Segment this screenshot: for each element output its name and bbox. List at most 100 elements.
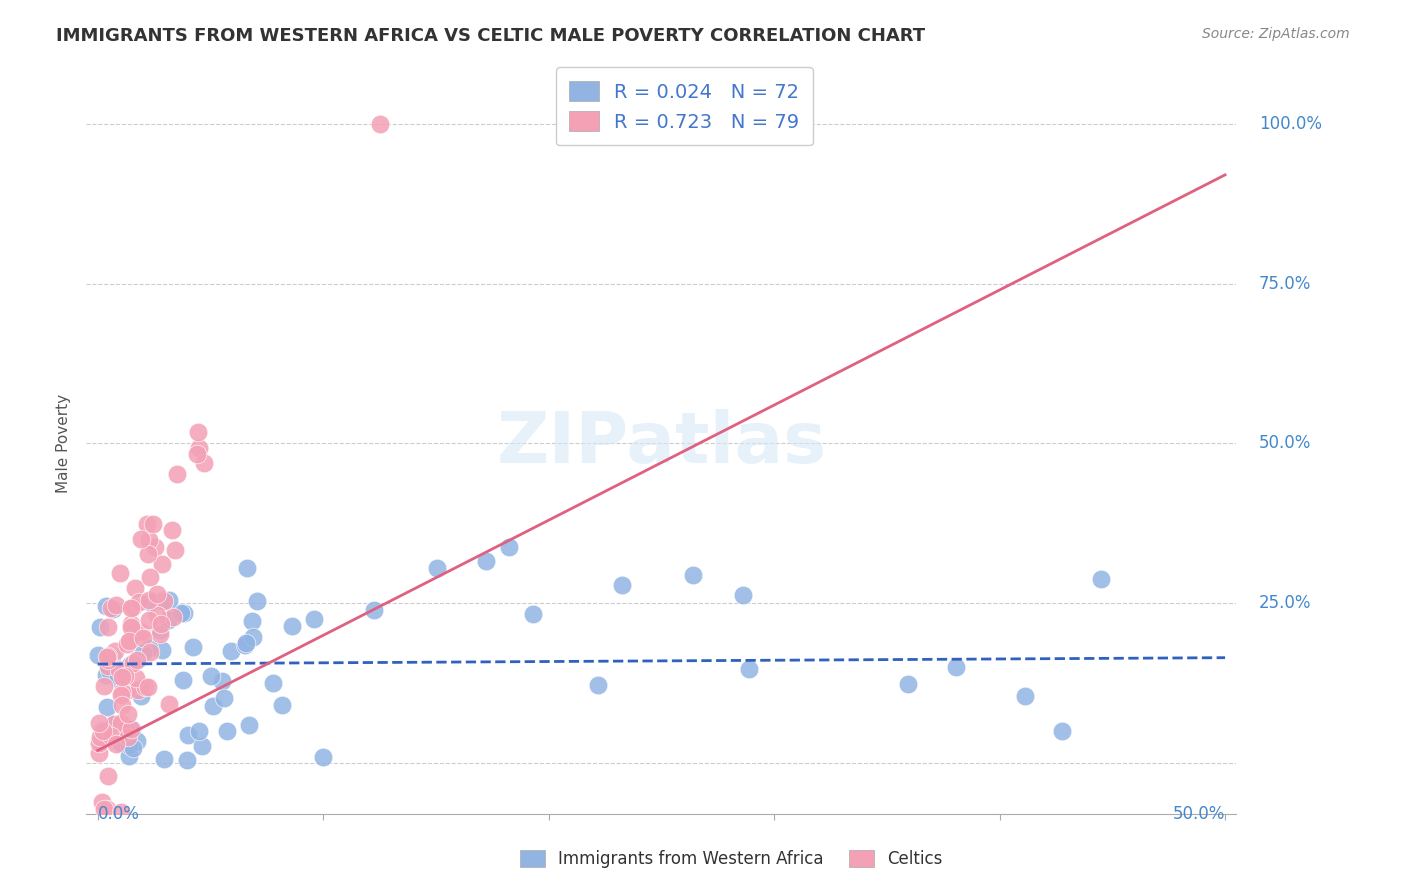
Point xyxy=(97,664,120,678)
Point xyxy=(176,753,198,767)
Point xyxy=(142,516,165,531)
Point xyxy=(139,595,162,609)
Point xyxy=(160,524,183,538)
Point xyxy=(131,646,153,660)
Point xyxy=(122,625,145,640)
Point xyxy=(110,688,132,702)
Point xyxy=(139,645,162,659)
Point xyxy=(152,593,174,607)
Point xyxy=(120,620,142,634)
Point xyxy=(96,802,118,816)
Point xyxy=(138,593,160,607)
Point xyxy=(1014,689,1036,703)
Point xyxy=(96,699,118,714)
Point xyxy=(731,588,754,602)
Point xyxy=(91,795,114,809)
Point xyxy=(187,442,209,456)
Point xyxy=(125,734,148,748)
Point xyxy=(121,723,143,737)
Point xyxy=(193,456,215,470)
Point xyxy=(586,678,609,692)
Point xyxy=(131,632,153,646)
Point xyxy=(136,680,159,694)
Point xyxy=(108,566,131,580)
Point xyxy=(93,723,115,738)
Point xyxy=(121,616,143,631)
Point xyxy=(117,633,139,648)
Point xyxy=(136,547,159,561)
Point xyxy=(240,614,263,628)
Point xyxy=(172,673,194,687)
Point xyxy=(114,722,136,736)
Point xyxy=(122,599,145,614)
Point xyxy=(426,561,449,575)
Point xyxy=(124,581,146,595)
Text: Source: ZipAtlas.com: Source: ZipAtlas.com xyxy=(1202,27,1350,41)
Point xyxy=(110,805,132,819)
Point xyxy=(100,600,122,615)
Point xyxy=(120,600,142,615)
Point xyxy=(103,717,125,731)
Point xyxy=(281,619,304,633)
Point xyxy=(105,737,128,751)
Point xyxy=(128,595,150,609)
Point xyxy=(157,593,180,607)
Point xyxy=(134,681,156,695)
Point xyxy=(93,679,115,693)
Point xyxy=(214,691,236,706)
Point xyxy=(152,594,174,608)
Point xyxy=(1090,572,1112,586)
Legend: Immigrants from Western Africa, Celtics: Immigrants from Western Africa, Celtics xyxy=(513,843,949,875)
Point xyxy=(103,716,125,731)
Point xyxy=(103,659,125,673)
Point xyxy=(157,697,180,711)
Point xyxy=(110,715,132,730)
Point xyxy=(146,587,169,601)
Point xyxy=(97,653,120,667)
Point xyxy=(522,607,544,622)
Point xyxy=(127,683,149,698)
Point xyxy=(125,652,148,666)
Point xyxy=(111,670,134,684)
Text: 50.0%: 50.0% xyxy=(1258,434,1312,452)
Point xyxy=(93,802,115,816)
Point xyxy=(87,715,110,730)
Point xyxy=(110,736,132,750)
Point xyxy=(177,728,200,742)
Point xyxy=(610,578,633,592)
Point xyxy=(242,631,264,645)
Point xyxy=(682,568,704,582)
Text: 25.0%: 25.0% xyxy=(1258,594,1312,612)
Point xyxy=(738,662,761,676)
Point xyxy=(187,425,209,439)
Point xyxy=(271,698,294,713)
Point xyxy=(202,699,225,714)
Point xyxy=(97,620,120,634)
Point xyxy=(897,676,920,690)
Point xyxy=(233,638,256,652)
Point xyxy=(166,467,188,481)
Point xyxy=(104,644,127,658)
Point xyxy=(98,649,121,664)
Point xyxy=(1050,723,1073,738)
Point xyxy=(111,684,134,698)
Point xyxy=(136,517,159,532)
Point xyxy=(87,736,110,750)
Point xyxy=(169,607,191,621)
Point xyxy=(157,613,180,627)
Point xyxy=(120,722,142,736)
Point xyxy=(181,640,204,655)
Point xyxy=(138,613,160,627)
Point xyxy=(104,598,127,612)
Point xyxy=(238,718,260,732)
Point xyxy=(89,731,111,745)
Point xyxy=(246,594,269,608)
Point xyxy=(138,533,160,548)
Point xyxy=(96,649,118,664)
Text: 75.0%: 75.0% xyxy=(1258,275,1312,293)
Point xyxy=(89,620,111,634)
Point xyxy=(97,769,120,783)
Point xyxy=(131,689,153,703)
Point xyxy=(235,560,257,574)
Point xyxy=(138,570,160,584)
